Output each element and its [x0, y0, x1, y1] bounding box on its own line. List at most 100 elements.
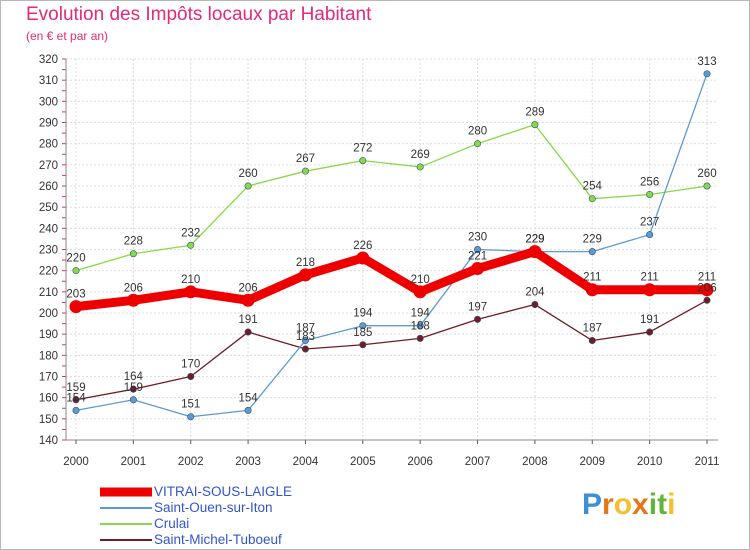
y-tick-label: 270 [39, 160, 58, 172]
legend-label: VITRAI-SOUS-LAIGLE [154, 484, 293, 499]
y-tick-label: 220 [39, 266, 58, 278]
data-point-saint-michel-tuboeuf [703, 296, 711, 304]
x-tick-label: 2011 [695, 456, 720, 468]
x-tick-label: 2001 [121, 456, 147, 468]
legend-swatch [100, 539, 152, 541]
x-tick-label: 2004 [293, 456, 319, 468]
data-label-saint-michel-tuboeuf: 191 [238, 314, 257, 326]
data-label-crulai: 269 [411, 149, 430, 161]
data-label-saint-michel-tuboeuf: 191 [640, 314, 659, 326]
data-label-crulai: 289 [525, 107, 544, 119]
y-tick-label: 260 [39, 181, 58, 193]
data-point-vitrai-sous-laigle [356, 251, 370, 265]
y-tick-label: 240 [39, 223, 58, 235]
data-label-saint-michel-tuboeuf: 159 [66, 382, 85, 394]
data-label-crulai: 280 [468, 126, 487, 138]
data-point-vitrai-sous-laigle [413, 285, 427, 299]
data-point-saint-michel-tuboeuf [531, 301, 539, 309]
x-tick-label: 2009 [579, 456, 605, 468]
data-label-saint-michel-tuboeuf: 188 [411, 320, 430, 332]
data-point-saint-ouen-sur-iton [244, 406, 252, 414]
data-label-saint-ouen-sur-iton: 230 [468, 232, 487, 244]
data-label-vitrai-sous-laigle: 206 [124, 282, 143, 294]
data-label-saint-ouen-sur-iton: 151 [181, 399, 200, 411]
logo-letter: i [648, 488, 658, 521]
data-label-saint-ouen-sur-iton: 154 [238, 392, 258, 404]
data-label-saint-michel-tuboeuf: 197 [468, 301, 487, 313]
data-point-saint-michel-tuboeuf [416, 334, 424, 342]
data-point-saint-michel-tuboeuf [588, 337, 596, 345]
x-tick-label: 2002 [178, 456, 204, 468]
data-label-saint-ouen-sur-iton: 313 [697, 56, 716, 68]
series-line-saint-michel-tuboeuf [75, 299, 708, 401]
data-point-saint-ouen-sur-iton [72, 406, 80, 414]
y-tick-label: 160 [39, 393, 58, 405]
data-point-saint-ouen-sur-iton [646, 231, 654, 239]
data-label-saint-ouen-sur-iton: 194 [353, 308, 373, 320]
data-label-crulai: 220 [66, 253, 85, 265]
data-point-crulai [474, 140, 482, 148]
legend-swatch [100, 487, 152, 497]
y-tick-label: 150 [39, 414, 58, 426]
data-point-crulai [588, 195, 596, 203]
data-point-vitrai-sous-laigle [585, 283, 599, 297]
data-point-saint-michel-tuboeuf [187, 372, 195, 380]
data-label-saint-ouen-sur-iton: 229 [583, 234, 602, 246]
data-label-saint-ouen-sur-iton: 159 [124, 382, 143, 394]
data-point-vitrai-sous-laigle [528, 245, 542, 259]
y-tick-label: 210 [39, 287, 58, 299]
y-tick-label: 300 [39, 96, 58, 108]
legend-label: Crulai [154, 516, 190, 531]
data-point-vitrai-sous-laigle [69, 300, 83, 314]
data-point-saint-michel-tuboeuf [72, 396, 80, 404]
data-point-crulai [703, 182, 711, 190]
chart-subtitle: (en € et par an) [26, 29, 109, 43]
data-point-saint-michel-tuboeuf [646, 328, 654, 336]
x-tick-label: 2005 [350, 456, 376, 468]
data-label-vitrai-sous-laigle: 210 [411, 274, 430, 286]
data-point-vitrai-sous-laigle [298, 268, 312, 282]
data-label-saint-michel-tuboeuf: 206 [697, 282, 716, 294]
data-label-saint-michel-tuboeuf: 204 [525, 287, 545, 299]
data-label-saint-michel-tuboeuf: 183 [296, 331, 315, 343]
data-label-saint-ouen-sur-iton: 154 [66, 392, 86, 404]
data-point-saint-ouen-sur-iton [187, 413, 195, 421]
data-point-saint-michel-tuboeuf [129, 385, 137, 393]
chart-title: Evolution des Impôts locaux par Habitant [26, 4, 372, 25]
data-label-vitrai-sous-laigle: 203 [66, 289, 85, 301]
data-label-vitrai-sous-laigle: 206 [238, 282, 257, 294]
y-tick-label: 280 [39, 139, 58, 151]
data-label-vitrai-sous-laigle: 221 [468, 251, 487, 263]
data-label-vitrai-sous-laigle: 226 [353, 240, 372, 252]
legend-swatch [100, 507, 152, 509]
data-label-vitrai-sous-laigle: 229 [525, 234, 544, 246]
data-point-vitrai-sous-laigle [126, 293, 140, 307]
y-tick-label: 140 [39, 435, 58, 447]
y-tick-label: 190 [39, 329, 58, 341]
y-tick-label: 290 [39, 118, 58, 130]
data-point-crulai [359, 157, 367, 165]
data-point-saint-michel-tuboeuf [244, 328, 252, 336]
data-label-saint-michel-tuboeuf: 164 [124, 371, 144, 383]
data-label-saint-michel-tuboeuf: 185 [353, 327, 372, 339]
series-line-saint-ouen-sur-iton [75, 73, 708, 418]
y-tick-label: 320 [39, 54, 58, 66]
data-label-vitrai-sous-laigle: 211 [640, 272, 658, 284]
data-point-crulai [531, 121, 539, 129]
y-tick-label: 200 [39, 308, 58, 320]
data-label-saint-ouen-sur-iton: 194 [411, 308, 431, 320]
data-label-crulai: 272 [353, 143, 372, 155]
data-point-saint-ouen-sur-iton [416, 322, 424, 330]
x-tick-label: 2006 [407, 456, 433, 468]
x-tick-label: 2008 [522, 456, 548, 468]
y-tick-label: 180 [39, 350, 58, 362]
data-point-vitrai-sous-laigle [700, 283, 714, 297]
data-label-vitrai-sous-laigle: 211 [583, 272, 601, 284]
data-point-saint-michel-tuboeuf [474, 315, 482, 323]
data-point-vitrai-sous-laigle [184, 285, 198, 299]
logo-letter: o [613, 488, 633, 521]
y-tick-label: 250 [39, 202, 58, 214]
data-point-vitrai-sous-laigle [471, 262, 485, 276]
data-point-saint-michel-tuboeuf [359, 341, 367, 349]
y-tick-label: 170 [39, 372, 58, 384]
